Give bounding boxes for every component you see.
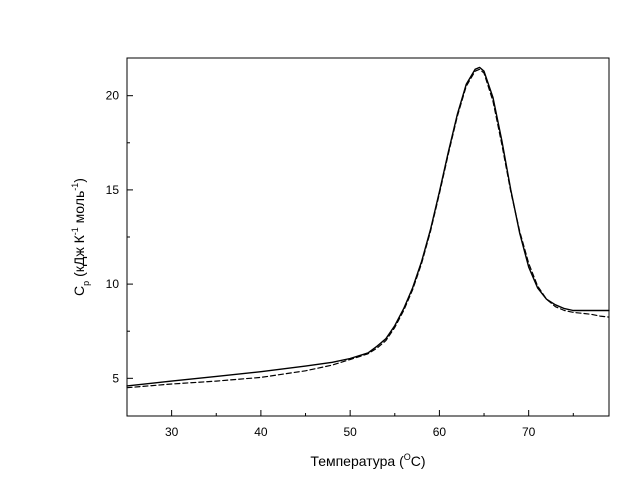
- axis-tick-labels: 30 40 50 60 70 5 10 15 20: [106, 89, 536, 439]
- x-axis-title: Температура (OC): [310, 452, 425, 469]
- y-tick-label: 20: [106, 89, 120, 103]
- x-tick-label: 30: [165, 425, 179, 439]
- y-tick-label: 5: [112, 371, 119, 385]
- x-tick-label: 40: [254, 425, 268, 439]
- x-tick-label: 50: [343, 425, 357, 439]
- series-line-solid: [126, 66, 610, 387]
- y-tick-label: 10: [106, 277, 120, 291]
- series-line-dashed: [126, 68, 610, 389]
- x-tick-label: 70: [522, 425, 536, 439]
- x-tick-label: 60: [433, 425, 447, 439]
- axis-ticks: [126, 95, 574, 416]
- y-tick-label: 15: [106, 183, 120, 197]
- plot-frame: [126, 57, 610, 417]
- y-axis-title: Cp (кДж К-1 моль-1): [70, 178, 91, 296]
- plot-lines: [126, 66, 610, 389]
